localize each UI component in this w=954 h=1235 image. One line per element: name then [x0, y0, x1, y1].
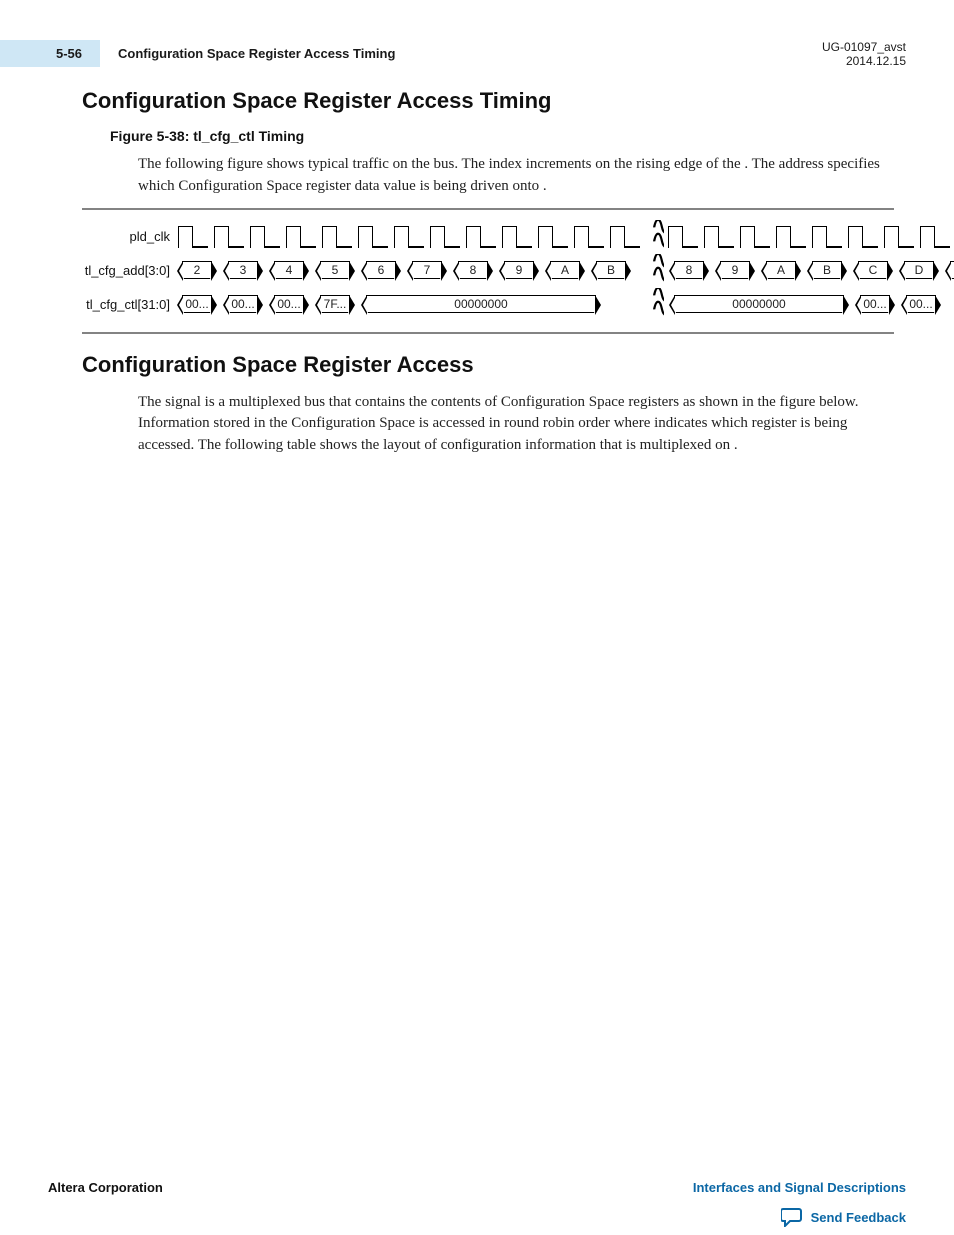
- addr-cell: 3: [228, 261, 258, 279]
- waveform-break: ∿∿: [650, 220, 664, 256]
- addr-cell: A: [550, 261, 580, 279]
- addr-cell: B: [596, 261, 626, 279]
- addr-cell: 8: [674, 261, 704, 279]
- addr-cell: 5: [320, 261, 350, 279]
- timing-diagram: pld_clk ∿∿ tl_cfg_add[3:0] 23456789AB∿∿8…: [82, 208, 894, 334]
- addr-cell: D: [904, 261, 934, 279]
- addr-cell: C: [858, 261, 888, 279]
- figure-title: Figure 5-38: tl_cfg_ctl Timing: [110, 128, 894, 144]
- signal-label-addr: tl_cfg_add[3:0]: [82, 263, 174, 278]
- section2-paragraph: The signal is a multiplexed bus that con…: [138, 392, 894, 457]
- page-footer: Altera Corporation Interfaces and Signal…: [48, 1180, 906, 1195]
- ctl-cell: 00...: [182, 295, 212, 313]
- doc-date: 2014.12.15: [822, 54, 906, 68]
- addr-cell: 4: [274, 261, 304, 279]
- signal-label-clk: pld_clk: [82, 229, 174, 244]
- feedback-icon: [781, 1207, 803, 1227]
- ctl-cell: 00000000: [366, 295, 596, 313]
- ctl-cell: 00000000: [674, 295, 844, 313]
- ctl-cell: 00...: [860, 295, 890, 313]
- ctl-cell: 00...: [906, 295, 936, 313]
- page-number-badge: 5-56: [0, 40, 100, 67]
- waveform-break: ∿∿: [650, 254, 664, 290]
- ctl-cell: 00...: [274, 295, 304, 313]
- addr-cell: B: [812, 261, 842, 279]
- timing-row-addr: tl_cfg_add[3:0] 23456789AB∿∿89ABCDE: [82, 254, 894, 288]
- section1-paragraph: The following figure shows typical traff…: [138, 154, 894, 198]
- addr-cell: E: [950, 261, 954, 279]
- addr-cell: 9: [504, 261, 534, 279]
- section-heading-access: Configuration Space Register Access: [82, 352, 894, 378]
- ctl-cell: 00...: [228, 295, 258, 313]
- page-content: Configuration Space Register Access Timi…: [0, 68, 954, 457]
- addr-cell: 9: [720, 261, 750, 279]
- waveform-break: ∿∿: [650, 288, 664, 324]
- addr-cell: 7: [412, 261, 442, 279]
- footer-left: Altera Corporation: [48, 1180, 163, 1195]
- section-heading-timing: Configuration Space Register Access Timi…: [82, 88, 894, 114]
- page-header: 5-56 Configuration Space Register Access…: [0, 0, 954, 68]
- addr-cell: 8: [458, 261, 488, 279]
- doc-meta: UG-01097_avst 2014.12.15: [822, 40, 906, 68]
- ctl-cell: 7F...: [320, 295, 350, 313]
- send-feedback-link[interactable]: Send Feedback: [781, 1207, 906, 1227]
- timing-row-ctl: tl_cfg_ctl[31:0] 00... 00... 00... 7F... 000…: [82, 288, 894, 322]
- timing-row-clk: pld_clk ∿∿: [82, 220, 894, 254]
- addr-cell: 6: [366, 261, 396, 279]
- signal-label-ctl: tl_cfg_ctl[31:0]: [82, 297, 174, 312]
- feedback-label: Send Feedback: [811, 1210, 906, 1225]
- footer-link[interactable]: Interfaces and Signal Descriptions: [693, 1180, 906, 1195]
- addr-cell: 2: [182, 261, 212, 279]
- running-title: Configuration Space Register Access Timi…: [100, 40, 822, 61]
- addr-cell: A: [766, 261, 796, 279]
- doc-id: UG-01097_avst: [822, 40, 906, 54]
